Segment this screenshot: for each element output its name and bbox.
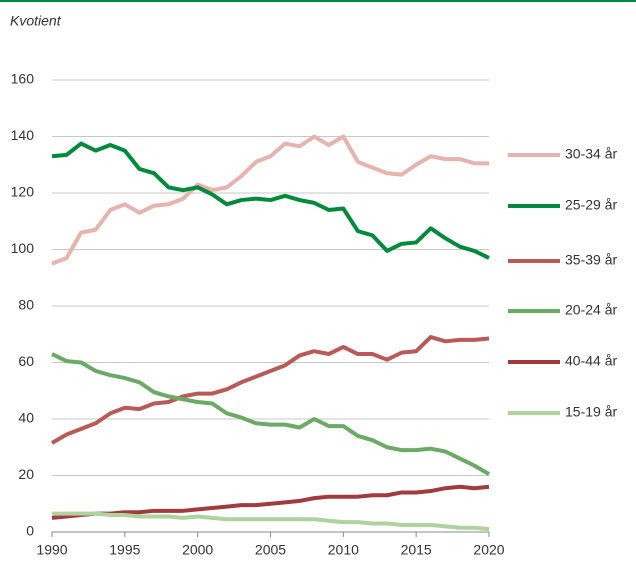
y-tick-label: 40 xyxy=(18,410,34,426)
y-tick-label: 80 xyxy=(18,297,34,313)
legend-label: 30-34 år xyxy=(565,146,617,162)
series-line xyxy=(51,141,490,260)
legend-label: 15-19 år xyxy=(565,404,617,420)
x-tick-label: 2015 xyxy=(401,542,432,558)
series-line xyxy=(51,484,490,520)
x-tick-label: 1995 xyxy=(109,542,140,558)
legend-label: 35-39 år xyxy=(565,252,617,268)
y-tick-label: 140 xyxy=(11,127,35,143)
x-tick-label: 1990 xyxy=(36,542,67,558)
series-line xyxy=(52,511,490,532)
y-tick-label: 20 xyxy=(18,466,34,482)
y-tick-label: 120 xyxy=(11,184,35,200)
y-tick-label: 0 xyxy=(26,523,34,539)
x-tick-label: 2005 xyxy=(255,542,286,558)
y-tick-label: 100 xyxy=(11,240,35,256)
y-tick-label: 60 xyxy=(18,353,34,369)
series-line xyxy=(50,335,490,445)
legend-label: 25-29 år xyxy=(565,197,617,213)
x-tick-label: 2010 xyxy=(328,542,359,558)
legend-label: 20-24 år xyxy=(565,302,617,318)
y-tick-label: 160 xyxy=(11,71,35,87)
series-line xyxy=(51,134,489,266)
y-axis-label: Kvotient xyxy=(10,13,62,29)
legend-label: 40-44 år xyxy=(565,353,617,369)
series-line xyxy=(51,352,491,476)
x-tick-label: 2020 xyxy=(473,542,504,558)
x-tick-label: 2000 xyxy=(182,542,213,558)
